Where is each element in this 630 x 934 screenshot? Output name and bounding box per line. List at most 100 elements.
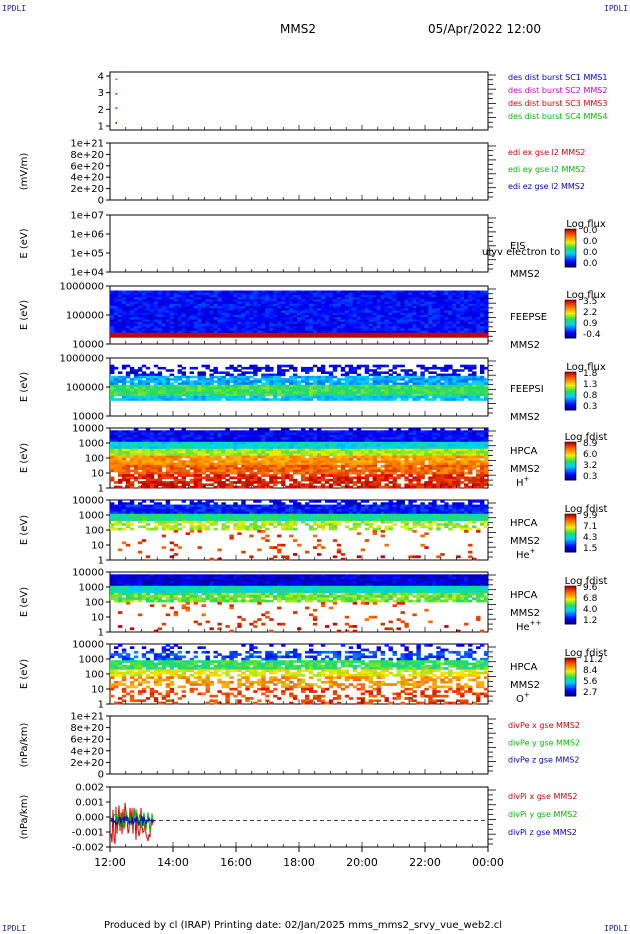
heatmap-cell: [372, 458, 377, 461]
heatmap-cell: [149, 437, 155, 440]
heatmap-cell: [245, 393, 250, 397]
heatmap-cell: [400, 312, 405, 316]
heatmap-cell: [328, 391, 334, 395]
heatmap-cell: [133, 312, 139, 316]
heatmap-cell: [177, 451, 182, 454]
heatmap-cell: [297, 455, 302, 459]
heatmap-cell: [121, 290, 127, 294]
heatmap-cell: [209, 301, 214, 305]
heatmap-cell: [181, 312, 186, 316]
heatmap-cell: [177, 432, 182, 436]
heatmap-cell: [320, 462, 326, 466]
heatmap-cell: [249, 321, 254, 325]
heatmap-cell: [392, 398, 397, 401]
heatmap-cell: [420, 301, 425, 305]
heatmap-cell: [360, 330, 366, 334]
heatmap-cell: [293, 455, 298, 459]
colorbar-swatch: [565, 378, 576, 381]
heatmap-cell: [241, 393, 246, 397]
heatmap-cell: [305, 301, 310, 305]
heatmap-cell: [161, 312, 167, 316]
heatmap-cell: [356, 460, 362, 463]
heatmap-cell: [372, 460, 377, 463]
heatmap-cell: [388, 458, 393, 461]
heatmap-cell: [137, 299, 143, 302]
heatmap-cell: [308, 306, 314, 309]
heatmap-cell: [149, 373, 155, 377]
heatmap-cell: [472, 448, 477, 452]
heatmap-cell: [293, 453, 298, 457]
heatmap-cell: [472, 312, 477, 316]
heatmap-cell: [452, 453, 457, 457]
heatmap-cell: [189, 380, 194, 383]
heatmap-cell: [376, 335, 381, 338]
heatmap-cell: [221, 332, 226, 336]
heatmap-cell: [293, 398, 298, 401]
heatmap-cell: [312, 448, 318, 452]
heatmap-cell: [340, 310, 346, 314]
heatmap-cell: [464, 328, 469, 331]
heatmap-cell: [456, 382, 461, 386]
heatmap-cell: [320, 458, 326, 461]
heatmap-cell: [110, 308, 115, 311]
heatmap-cell: [420, 458, 425, 461]
heatmap-cell: [372, 455, 377, 459]
y-axis-label: E (eV): [19, 300, 30, 330]
heatmap-cell: [273, 430, 278, 433]
heatmap-cell: [464, 315, 469, 318]
heatmap-cell: [241, 328, 246, 331]
colorbar-swatch: [565, 246, 576, 249]
heatmap-cell: [308, 294, 314, 298]
heatmap-cell: [241, 446, 246, 450]
heatmap-cell: [157, 290, 163, 294]
heatmap-cell: [169, 292, 175, 296]
heatmap-cell: [145, 428, 151, 431]
heatmap-cell: [157, 332, 163, 336]
heatmap-cell: [412, 434, 417, 438]
heatmap-cell: [320, 369, 326, 372]
heatmap-cell: [193, 432, 198, 436]
heatmap-cell: [436, 451, 441, 454]
heatmap-cell: [189, 389, 194, 392]
heatmap-cell: [161, 387, 167, 390]
heatmap-cell: [118, 308, 123, 311]
heatmap-cell: [205, 310, 210, 314]
heatmap-cell: [364, 303, 370, 307]
heatmap-cell: [273, 444, 278, 447]
heatmap-cell: [241, 330, 246, 334]
heatmap-cell: [428, 330, 433, 334]
heatmap-cell: [169, 301, 175, 305]
heatmap-cell: [305, 315, 310, 318]
heatmap-cell: [316, 292, 322, 296]
heatmap-cell: [340, 373, 346, 377]
heatmap-cell: [340, 319, 346, 323]
heatmap-cell: [424, 328, 429, 331]
heatmap-cell: [185, 328, 190, 331]
heatmap-cell: [472, 297, 477, 300]
heatmap-cell: [189, 366, 194, 370]
heatmap-cell: [201, 310, 206, 314]
heatmap-cell: [380, 384, 385, 388]
heatmap-cell: [428, 378, 433, 381]
heatmap-cell: [201, 378, 206, 381]
heatmap-cell: [464, 391, 469, 395]
heatmap-cell: [428, 437, 433, 440]
heatmap-cell: [448, 326, 453, 329]
heatmap-cell: [229, 303, 234, 307]
heatmap-cell: [193, 306, 198, 309]
heatmap-cell: [181, 319, 186, 323]
heatmap-cell: [324, 292, 330, 296]
heatmap-cell: [121, 375, 127, 379]
heatmap-cell: [253, 446, 258, 450]
heatmap-cell: [273, 312, 278, 316]
heatmap-cell: [269, 323, 274, 327]
heatmap-cell: [376, 441, 381, 445]
heatmap-cell: [436, 326, 441, 329]
heatmap-cell: [177, 448, 182, 452]
heatmap-cell: [181, 297, 186, 300]
heatmap-cell: [352, 453, 358, 457]
heatmap-cell: [436, 312, 441, 316]
heatmap-cell: [205, 326, 210, 329]
heatmap-cell: [420, 292, 425, 296]
heatmap-cell: [312, 308, 318, 311]
